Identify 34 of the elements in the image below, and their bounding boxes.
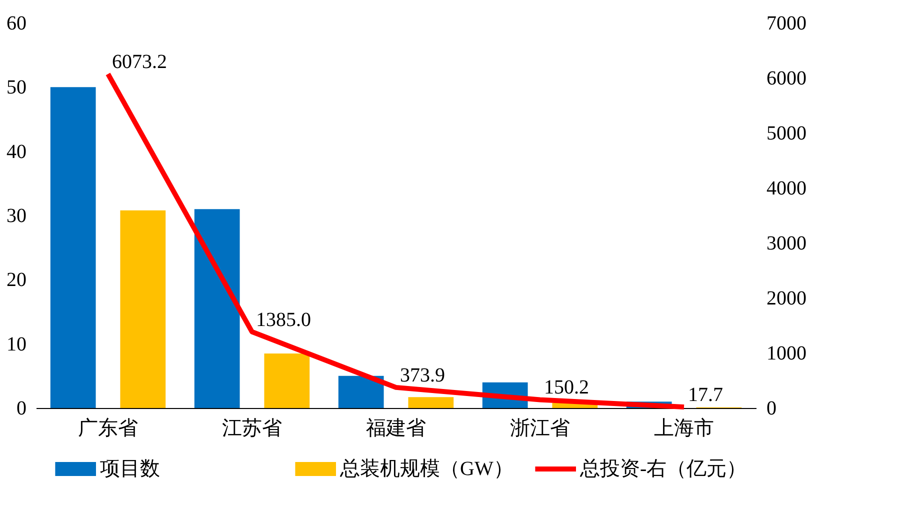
y2-tick-label: 3000 xyxy=(766,232,806,254)
legend-label: 项目数 xyxy=(100,458,160,480)
y2-tick-label: 7000 xyxy=(766,12,806,34)
data-label: 1385.0 xyxy=(256,308,311,331)
bar xyxy=(50,87,96,408)
y-tick-label: 0 xyxy=(16,398,26,420)
x-tick-label: 广东省 xyxy=(78,418,138,440)
x-tick-label: 江苏省 xyxy=(222,418,282,440)
data-label: 150.2 xyxy=(544,376,589,399)
y-tick-label: 30 xyxy=(6,205,26,227)
legend-label: 总投资-右（亿元） xyxy=(579,458,747,480)
y-tick-label: 10 xyxy=(6,333,26,356)
x-tick-label: 福建省 xyxy=(366,418,426,440)
y2-tick-label: 5000 xyxy=(766,122,806,144)
bar xyxy=(338,376,384,408)
legend-label: 总装机规模（GW） xyxy=(339,458,514,480)
y-tick-label: 60 xyxy=(6,12,26,34)
data-label: 17.7 xyxy=(688,384,723,406)
bar xyxy=(120,210,166,408)
y-tick-label: 20 xyxy=(6,269,26,292)
y2-tick-label: 6000 xyxy=(766,68,806,90)
y-tick-label: 50 xyxy=(6,76,26,99)
y2-tick-label: 4000 xyxy=(766,178,806,200)
y2-tick-label: 0 xyxy=(766,398,776,420)
bar xyxy=(194,209,240,408)
y2-tick-label: 1000 xyxy=(766,342,806,364)
bar xyxy=(408,397,454,408)
bar xyxy=(264,353,310,408)
x-tick-label: 浙江省 xyxy=(510,418,570,440)
y-tick-label: 40 xyxy=(6,140,26,163)
data-label: 6073.2 xyxy=(112,50,167,73)
data-label: 373.9 xyxy=(400,364,445,386)
y2-tick-label: 2000 xyxy=(766,288,806,310)
x-tick-label: 上海市 xyxy=(654,418,714,440)
